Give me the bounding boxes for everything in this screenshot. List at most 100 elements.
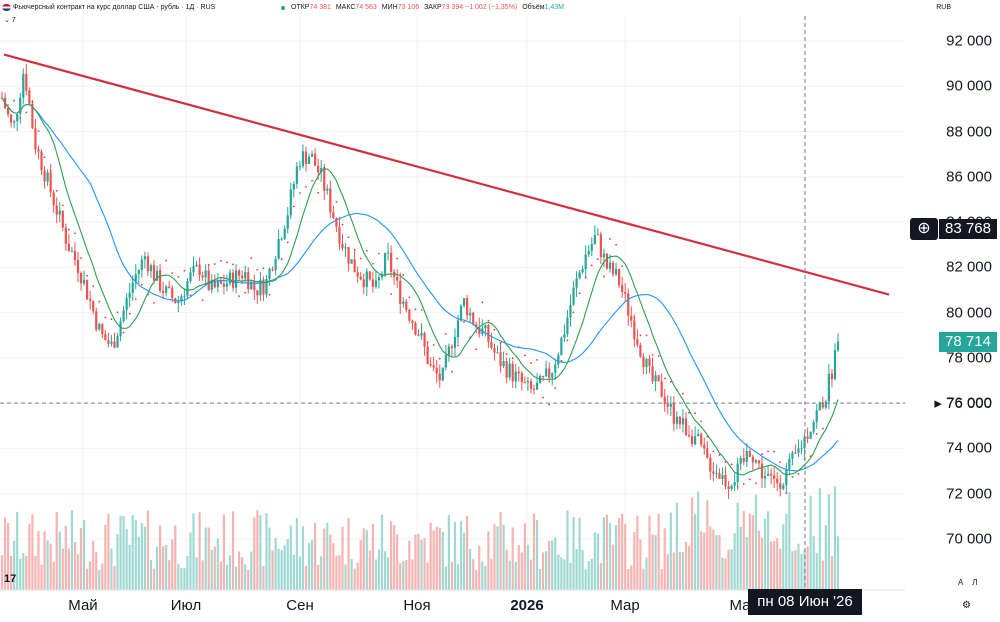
candle-body [523, 382, 526, 384]
volume-bar [791, 551, 794, 590]
price-label-0: 92 000 [946, 32, 992, 50]
candle-body [493, 347, 496, 353]
volume-bar [681, 551, 685, 590]
candle-body [98, 324, 101, 330]
candle-body [599, 234, 602, 258]
candle-body [526, 381, 530, 383]
sar-dot [536, 359, 538, 361]
candle-body [341, 243, 344, 249]
candle-body [627, 293, 630, 316]
volume-bar [301, 526, 305, 590]
candle-body [359, 276, 362, 280]
sar-dot [639, 334, 642, 337]
candle-body [675, 416, 678, 424]
volume-bar [420, 539, 423, 590]
volume-bar [584, 569, 587, 590]
sar-dot [244, 291, 247, 294]
candle-body [657, 375, 660, 382]
volume-bar [538, 569, 542, 590]
candle-body [551, 372, 554, 378]
time-label-5: Мар [610, 597, 640, 614]
volume-bar [730, 549, 733, 590]
gear-icon[interactable]: ⚙ [962, 600, 971, 611]
candle-body [146, 256, 150, 272]
us-flag-icon [2, 4, 11, 11]
volume-bar [809, 495, 812, 590]
volume-bar [721, 557, 724, 590]
volume-bar [566, 510, 569, 590]
high-value: 74 563 [355, 4, 377, 11]
volume-bar [73, 541, 77, 590]
sar-dot [651, 353, 654, 356]
candle-body [554, 364, 557, 373]
sar-dot [280, 258, 283, 261]
volume-bar [58, 531, 61, 590]
candle-body [520, 373, 523, 383]
sar-dot [219, 260, 222, 262]
sar-dot [834, 373, 836, 375]
volume-bar [724, 558, 727, 590]
currency-label[interactable]: RUB [936, 4, 951, 11]
sar-dot [463, 320, 465, 323]
candle-body [13, 121, 16, 123]
candle-body [390, 252, 393, 272]
volume-bar [225, 564, 229, 590]
volume-bar [31, 514, 34, 590]
volume-bar [231, 511, 235, 590]
candle-body [189, 272, 192, 282]
sar-dot [408, 296, 411, 299]
candle-body [356, 272, 359, 277]
volume-bar [800, 554, 803, 590]
volume-bar [712, 529, 715, 590]
candle-body [815, 410, 818, 422]
candle-body [268, 268, 271, 279]
volume-bar [89, 561, 92, 590]
low-value: 73 106 [397, 4, 420, 11]
time-label-6: Ма [729, 597, 751, 614]
sar-dot [390, 293, 393, 296]
volume-bar [329, 534, 332, 590]
volume-bar [219, 561, 222, 590]
sar-dot [779, 461, 782, 464]
log-scale-button[interactable]: Л [972, 578, 978, 587]
tradingview-logo-icon[interactable]: 17 [4, 573, 17, 585]
sar-dot [104, 316, 107, 319]
symbol-title[interactable]: Фьючерсный контракт на курс доллар США -… [13, 4, 216, 11]
plus-circle-icon[interactable]: ⊕ [910, 218, 938, 240]
sar-dot [712, 450, 715, 453]
candle-body [469, 312, 472, 316]
sar-dot [682, 392, 684, 395]
sar-dot [232, 263, 234, 266]
sar-dot [74, 232, 76, 235]
time-label-1: Июл [170, 597, 202, 614]
sar-dot [572, 311, 575, 314]
volume-bar [636, 515, 639, 590]
candle-body [450, 346, 454, 348]
candle-body [168, 286, 171, 288]
candle-body [283, 228, 286, 239]
open-label: ОТКР [291, 4, 310, 11]
volume-bar [645, 557, 648, 590]
indicators-toggle[interactable]: ⌄ 7 [4, 17, 16, 24]
sar-dot [13, 99, 16, 102]
volume-bar [298, 556, 302, 590]
candle-body [596, 234, 599, 236]
candle-body [332, 212, 335, 219]
volume-bar [797, 543, 800, 590]
candle-body [165, 286, 168, 293]
low-label: МИН [381, 4, 398, 11]
sar-dot [201, 299, 204, 302]
volume-bar [338, 555, 341, 590]
auto-scale-button[interactable]: A [958, 578, 964, 587]
volume-bar [350, 559, 353, 590]
volume-bar [317, 564, 320, 590]
volume-bar [238, 551, 241, 590]
volume-bar [773, 540, 776, 590]
candle-body [818, 402, 821, 411]
candle-body [28, 90, 31, 104]
volume-bar [602, 517, 606, 590]
candle-body [788, 458, 791, 470]
candle-body [545, 368, 548, 377]
volume-bar [286, 539, 289, 590]
